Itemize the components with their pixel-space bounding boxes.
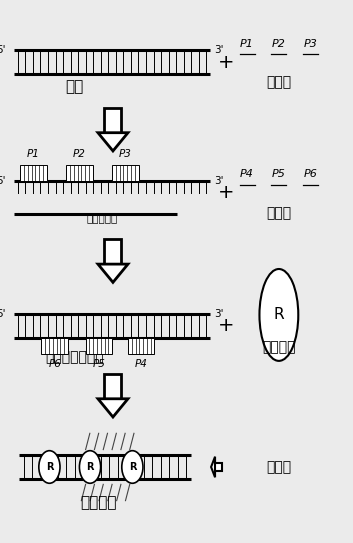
- Text: 分析产物: 分析产物: [80, 495, 117, 510]
- Text: P5: P5: [272, 169, 286, 179]
- Text: +: +: [218, 317, 234, 335]
- Text: 紫外线: 紫外线: [266, 460, 292, 474]
- Text: R: R: [86, 462, 94, 472]
- FancyBboxPatch shape: [104, 239, 121, 264]
- Text: 3': 3': [214, 176, 224, 186]
- FancyBboxPatch shape: [20, 165, 47, 181]
- Text: P6: P6: [304, 169, 318, 179]
- Text: P2: P2: [73, 149, 86, 159]
- Text: 荧光染料: 荧光染料: [262, 340, 295, 355]
- Circle shape: [39, 451, 60, 483]
- Text: 3': 3': [214, 309, 224, 319]
- Text: P3: P3: [119, 149, 132, 159]
- Text: 模板: 模板: [65, 79, 83, 94]
- Text: 3': 3': [214, 46, 224, 55]
- Polygon shape: [98, 264, 128, 282]
- Text: R: R: [274, 307, 284, 323]
- Text: 第一步扩增产物: 第一步扩增产物: [45, 350, 103, 364]
- FancyBboxPatch shape: [86, 338, 112, 354]
- FancyBboxPatch shape: [215, 463, 222, 471]
- FancyBboxPatch shape: [104, 108, 121, 132]
- Circle shape: [122, 451, 143, 483]
- FancyBboxPatch shape: [112, 165, 139, 181]
- Text: +: +: [218, 53, 234, 72]
- FancyBboxPatch shape: [104, 374, 121, 399]
- Text: 5': 5': [0, 176, 5, 186]
- FancyBboxPatch shape: [42, 338, 68, 354]
- Text: R: R: [128, 462, 136, 472]
- Polygon shape: [98, 132, 128, 151]
- Text: +: +: [218, 184, 234, 202]
- Text: 游离无义链: 游离无义链: [87, 213, 118, 223]
- Polygon shape: [98, 399, 128, 417]
- Circle shape: [79, 451, 101, 483]
- Text: 5': 5': [0, 46, 5, 55]
- Text: P2: P2: [272, 39, 286, 49]
- Text: 5': 5': [0, 309, 5, 319]
- Text: 引物组: 引物组: [266, 206, 292, 220]
- Text: P6: P6: [48, 359, 61, 369]
- Text: P4: P4: [135, 359, 148, 369]
- Text: P1: P1: [27, 149, 40, 159]
- FancyBboxPatch shape: [66, 165, 92, 181]
- Text: P1: P1: [240, 39, 254, 49]
- Text: P3: P3: [304, 39, 318, 49]
- Polygon shape: [211, 457, 215, 477]
- Text: P5: P5: [92, 359, 105, 369]
- Text: P4: P4: [240, 169, 254, 179]
- FancyBboxPatch shape: [128, 338, 155, 354]
- Text: R: R: [46, 462, 53, 472]
- Ellipse shape: [259, 269, 298, 361]
- Text: 引物组: 引物组: [266, 75, 292, 90]
